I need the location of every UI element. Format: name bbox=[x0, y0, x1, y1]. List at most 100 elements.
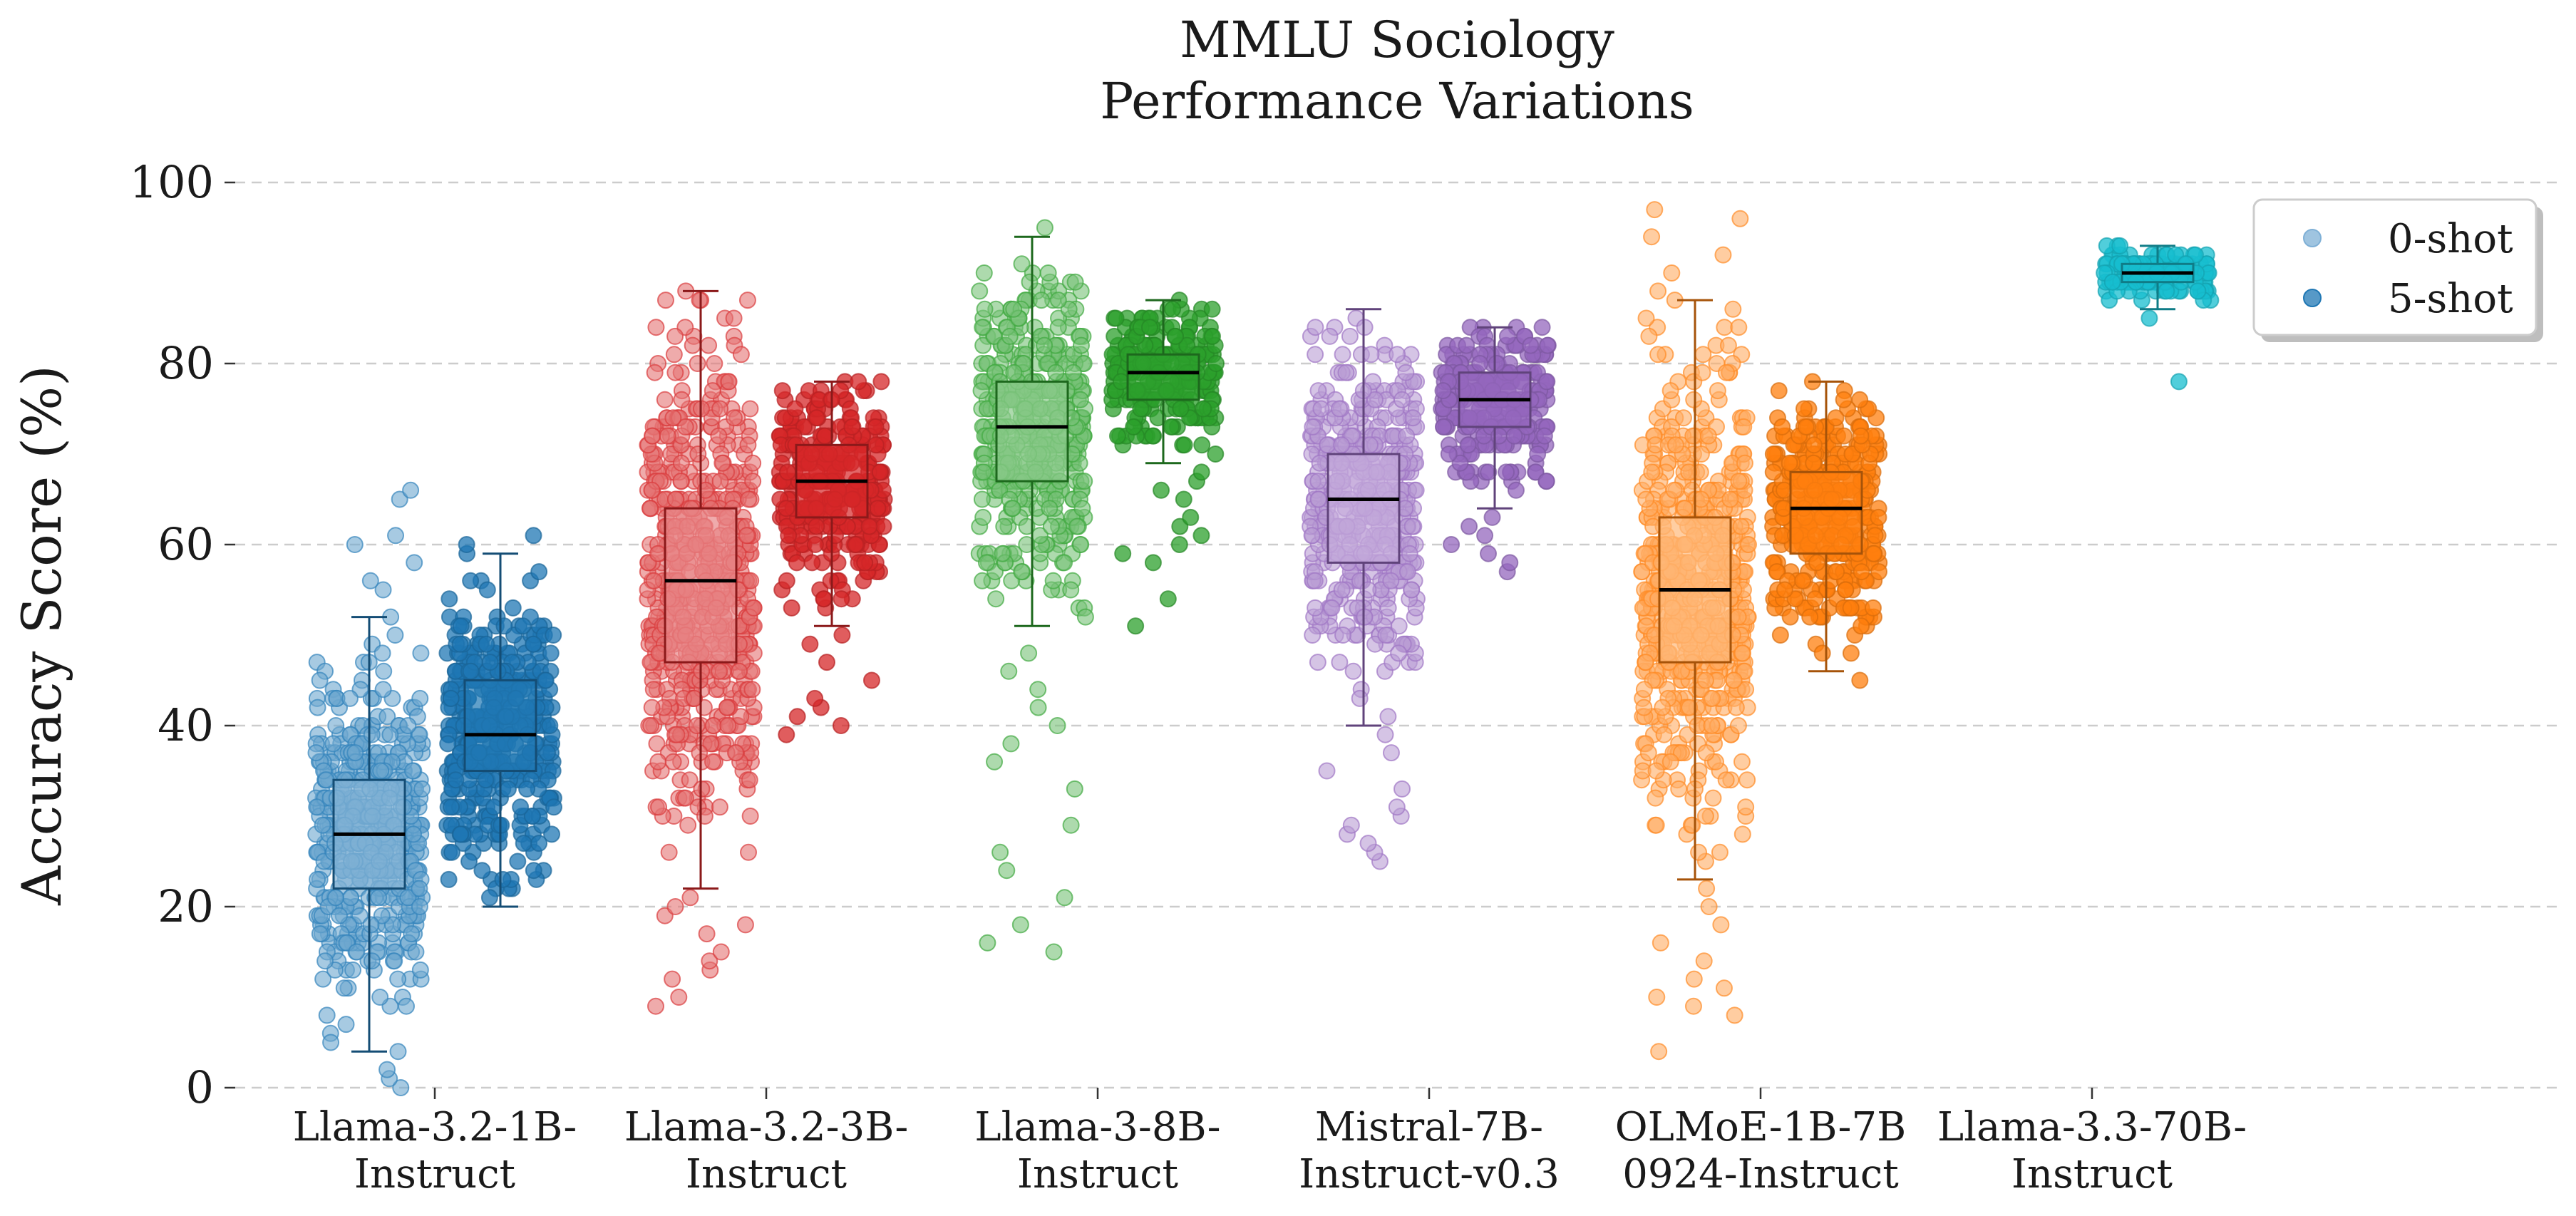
outlier-point bbox=[1153, 481, 1170, 499]
strip-point bbox=[1537, 473, 1555, 490]
x-tick-label: Llama-3.2-1B- bbox=[293, 1104, 577, 1150]
outlier-point bbox=[402, 481, 420, 499]
strip-point bbox=[1397, 364, 1415, 381]
strip-point bbox=[1864, 599, 1882, 617]
strip-point bbox=[1737, 798, 1755, 816]
strip-point bbox=[976, 300, 994, 318]
strip-point bbox=[1044, 572, 1062, 589]
strip-point bbox=[666, 490, 684, 508]
strip-point bbox=[732, 346, 750, 364]
strip-point bbox=[545, 627, 562, 644]
strip-point bbox=[1404, 409, 1422, 427]
strip-point bbox=[373, 907, 391, 924]
strip-point bbox=[649, 753, 667, 771]
strip-point bbox=[1072, 336, 1090, 354]
strip-point bbox=[738, 527, 756, 545]
outlier-point bbox=[664, 970, 681, 988]
outlier-point bbox=[1114, 545, 1132, 562]
strip-point bbox=[1764, 463, 1782, 481]
strip-point bbox=[745, 599, 763, 617]
strip-point bbox=[411, 689, 429, 707]
strip-point bbox=[1344, 662, 1362, 680]
strip-point bbox=[1717, 771, 1735, 789]
strip-point bbox=[1533, 319, 1551, 336]
strip-point bbox=[1041, 500, 1058, 517]
strip-point bbox=[786, 400, 804, 418]
strip-point bbox=[1507, 481, 1525, 499]
strip-point bbox=[1738, 771, 1756, 789]
strip-point bbox=[1013, 563, 1031, 581]
strip-point bbox=[1309, 490, 1327, 508]
strip-point bbox=[1162, 418, 1180, 436]
x-tick-label: 0924-Instruct bbox=[1622, 1151, 1899, 1197]
strip-point bbox=[973, 490, 991, 508]
strip-point bbox=[740, 490, 758, 508]
outlier-point bbox=[1714, 246, 1732, 264]
x-axis-ticks: Llama-3.2-1B-InstructLlama-3.2-3B-Instru… bbox=[293, 1088, 2247, 1197]
strip-point bbox=[1382, 572, 1400, 589]
strip-point bbox=[1655, 726, 1673, 743]
strip-point bbox=[405, 825, 423, 843]
strip-point bbox=[731, 662, 748, 680]
legend-marker bbox=[2303, 289, 2322, 307]
strip-point bbox=[1842, 599, 1860, 617]
strip-point bbox=[1039, 264, 1057, 282]
strip-point bbox=[330, 907, 348, 924]
outlier-point bbox=[1483, 508, 1501, 526]
strip-point bbox=[495, 617, 513, 635]
strip-point bbox=[2158, 282, 2175, 300]
strip-point bbox=[1379, 599, 1397, 617]
strip-point bbox=[2111, 237, 2129, 254]
strip-point bbox=[643, 699, 661, 716]
strip-point bbox=[1522, 336, 1540, 354]
strip-point bbox=[1539, 336, 1557, 354]
strip-point bbox=[1064, 364, 1082, 381]
strip-point bbox=[704, 753, 722, 771]
strip-point bbox=[974, 463, 992, 481]
outlier-point bbox=[806, 689, 824, 707]
strip-point bbox=[1390, 644, 1408, 662]
outlier-point bbox=[1476, 527, 1494, 545]
strip-point bbox=[1307, 599, 1324, 617]
strip-point bbox=[341, 689, 359, 707]
strip-point bbox=[641, 500, 659, 517]
outlier-point bbox=[1062, 816, 1080, 834]
strip-point bbox=[710, 427, 728, 445]
strip-point bbox=[1207, 445, 1225, 463]
outlier-point bbox=[1049, 717, 1066, 734]
strip-point bbox=[1309, 382, 1327, 400]
outlier-point bbox=[1029, 681, 1047, 699]
strip-point bbox=[1703, 717, 1721, 734]
strip-point bbox=[1071, 391, 1089, 408]
strip-point bbox=[374, 681, 392, 699]
strip-point bbox=[803, 554, 821, 572]
strip-point bbox=[515, 835, 532, 852]
strip-point bbox=[727, 744, 745, 762]
strip-point bbox=[441, 590, 458, 608]
strip-point bbox=[1538, 373, 1556, 391]
outlier-point bbox=[1376, 726, 1394, 743]
strip-point bbox=[773, 382, 791, 400]
strip-point bbox=[1407, 481, 1425, 499]
outlier-point bbox=[406, 554, 423, 572]
strip-point bbox=[514, 617, 532, 635]
strip-point bbox=[1736, 454, 1753, 472]
strip-point bbox=[399, 717, 417, 734]
strip-point bbox=[375, 662, 393, 680]
strip-point bbox=[1004, 500, 1021, 517]
outlier-point bbox=[818, 654, 835, 671]
strip-point bbox=[1001, 327, 1019, 345]
y-tick-label: 100 bbox=[130, 156, 214, 208]
outlier-point bbox=[378, 1061, 396, 1078]
outlier-point bbox=[458, 536, 475, 553]
outlier-point bbox=[1029, 699, 1047, 716]
strip-point bbox=[1637, 490, 1655, 508]
strip-point bbox=[1690, 843, 1708, 861]
outlier-point bbox=[361, 572, 379, 589]
strip-point bbox=[1813, 644, 1831, 662]
strip-point bbox=[525, 635, 542, 653]
strip-point bbox=[309, 699, 326, 716]
outlier-point bbox=[670, 989, 688, 1006]
strip-point bbox=[1770, 382, 1788, 400]
